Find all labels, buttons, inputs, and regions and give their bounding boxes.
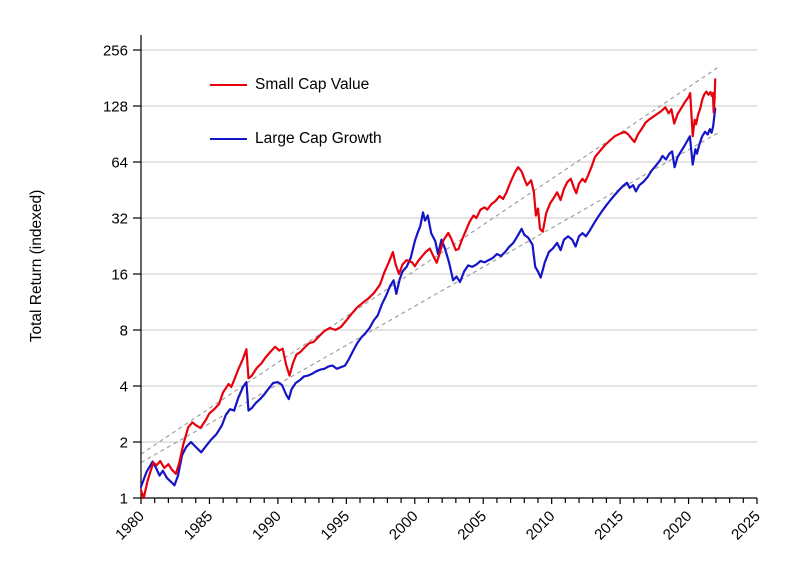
legend-item-small-cap-value: Small Cap Value <box>210 76 369 94</box>
x-tick-label-2020: 2020 <box>660 508 696 544</box>
y-tick-label-16: 16 <box>111 267 128 284</box>
y-tick-label-32: 32 <box>111 211 128 228</box>
lower-growth-trendline <box>140 131 721 464</box>
y-axis-title: Total Return (indexed) <box>28 189 45 343</box>
x-tick-label-2005: 2005 <box>454 508 490 544</box>
y-tick-label-2: 2 <box>120 435 128 452</box>
legend-label-small-cap-value: Small Cap Value <box>255 76 370 93</box>
x-tick-label-1985: 1985 <box>181 508 217 544</box>
x-tick-label-2010: 2010 <box>523 508 559 544</box>
x-tick-label-1980: 1980 <box>112 508 148 544</box>
series-line-large-cap-growth <box>139 107 717 488</box>
legend-item-large-cap-growth: Large Cap Growth <box>210 130 382 148</box>
y-tick-label-1: 1 <box>120 491 128 508</box>
y-tick-label-128: 128 <box>103 99 128 116</box>
legend-label-large-cap-growth: Large Cap Growth <box>255 130 382 147</box>
y-tick-label-64: 64 <box>111 155 128 172</box>
y-tick-label-8: 8 <box>120 323 128 340</box>
y-tick-label-256: 256 <box>103 43 128 60</box>
x-tick-label-1990: 1990 <box>249 508 285 544</box>
red-line-swatch-icon <box>210 84 247 86</box>
x-tick-label-1995: 1995 <box>318 508 354 544</box>
upper-growth-trendline <box>140 65 721 455</box>
x-tick-label-2000: 2000 <box>386 508 422 544</box>
x-tick-label-2015: 2015 <box>591 508 627 544</box>
series-line-small-cap-value <box>139 78 717 500</box>
blue-line-swatch-icon <box>210 138 247 140</box>
y-tick-label-4: 4 <box>120 379 128 396</box>
x-tick-label-2025: 2025 <box>728 508 764 544</box>
